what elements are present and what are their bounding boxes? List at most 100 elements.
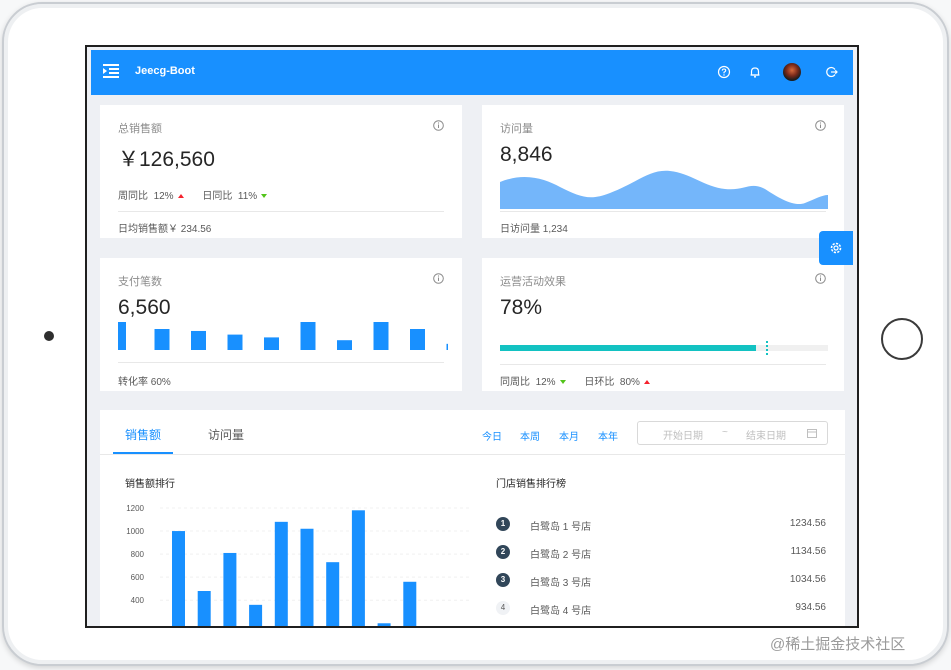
y-tick-label: 800 [131, 550, 145, 559]
start-date-input[interactable]: 开始日期 [663, 431, 703, 442]
mini-bar [191, 330, 206, 350]
mini-bar [410, 329, 425, 350]
camera-dot [44, 331, 54, 341]
date-range-picker[interactable]: 开始日期 ~ 结束日期 [637, 421, 828, 445]
ranking-row: 1 白鹭岛 1 号店 1234.56 [496, 516, 826, 533]
range-year[interactable]: 本年 [598, 432, 618, 443]
divider [118, 211, 444, 212]
sales-bar-chart: 1200 1000 800 600 400 [126, 504, 470, 628]
store-value: 1034.56 [789, 574, 826, 585]
store-name: 白鹭岛 2 号店 [530, 550, 592, 561]
sales-panel: 销售额 访问量 今日 本周 本月 本年 开始日期 ~ 结束日期 销售额排行 门店… [100, 410, 845, 628]
settings-button[interactable] [819, 231, 853, 265]
y-tick-label: 1000 [126, 527, 144, 536]
end-date-input[interactable]: 结束日期 [746, 431, 786, 442]
card-label: 总销售额 [118, 123, 162, 135]
top-bar: Jeecg-Boot [91, 50, 853, 95]
sales-bar[interactable] [249, 604, 263, 628]
mini-bar [373, 322, 389, 350]
gear-icon [830, 242, 842, 254]
sales-bar[interactable] [377, 623, 391, 628]
sales-bar[interactable] [300, 528, 314, 628]
store-value: 1234.56 [789, 518, 826, 529]
sales-bar[interactable] [351, 510, 365, 628]
activity-card: 运营活动效果 78% 同周比 12% 日环比 80% [482, 258, 844, 391]
screen: Jeecg-Boot 总销售额 ￥126,560 周同比 12% 日同比 11%… [85, 45, 859, 628]
info-icon[interactable] [433, 120, 444, 131]
progress-fill [500, 345, 756, 351]
mini-bar [118, 322, 126, 350]
info-icon[interactable] [815, 120, 826, 131]
card-value: 8,846 [500, 143, 553, 166]
day-value: 80% [619, 377, 640, 388]
sales-bar[interactable] [223, 552, 237, 628]
bell-icon[interactable] [748, 65, 762, 79]
sales-bar[interactable] [197, 591, 211, 628]
sales-bar[interactable] [172, 531, 185, 628]
total-sales-card: 总销售额 ￥126,560 周同比 12% 日同比 11% 日均销售额￥ 234… [100, 105, 462, 238]
payments-mini-bar-chart [118, 322, 448, 350]
trend-up-icon [643, 380, 650, 384]
menu-fold-icon[interactable] [103, 64, 119, 78]
card-label: 运营活动效果 [500, 276, 566, 288]
card-footer: 日访问量 1,234 [500, 224, 568, 235]
divider [500, 364, 826, 365]
trend-up-icon [177, 194, 184, 198]
ranking-row: 4 白鹭岛 4 号店 934.56 [496, 600, 826, 617]
rank-number: 1 [496, 517, 510, 531]
tab-visits[interactable]: 访问量 [208, 428, 245, 442]
week-value: 12% [535, 377, 556, 388]
ranking-row: 3 白鹭岛 3 号店 1034.56 [496, 572, 826, 589]
card-footer: 日均销售额￥ 234.56 [118, 224, 212, 235]
card-footer: 转化率 60% [118, 377, 171, 388]
mini-bar [227, 334, 243, 350]
tabs-divider [100, 454, 845, 455]
progress-target-marker [765, 341, 770, 355]
sales-bar[interactable] [326, 562, 340, 628]
sales-bar[interactable] [274, 521, 288, 628]
rank-number: 2 [496, 545, 510, 559]
visits-area [500, 170, 828, 209]
mini-bar [337, 340, 352, 350]
trend-down-icon [261, 194, 268, 198]
help-icon[interactable] [717, 65, 731, 79]
progress-track [500, 341, 828, 355]
week-value: 12% [153, 191, 174, 202]
range-week[interactable]: 本周 [520, 432, 540, 443]
range-month[interactable]: 本月 [559, 432, 579, 443]
app-title: Jeecg-Boot [135, 65, 195, 77]
week-trend: 同周比 12% [500, 377, 566, 388]
range-today[interactable]: 今日 [482, 432, 502, 443]
card-value: 78% [500, 296, 543, 319]
rank-number: 4 [496, 601, 510, 615]
chart-title: 销售额排行 [125, 479, 175, 490]
visits-card: 访问量 8,846 日访问量 1,234 [482, 105, 844, 238]
mini-bar [154, 329, 170, 350]
info-icon[interactable] [433, 273, 444, 284]
mini-bar [300, 322, 316, 350]
y-tick-label: 1200 [126, 504, 144, 513]
store-value: 934.56 [795, 602, 826, 613]
divider [500, 211, 826, 212]
card-value: ￥126,560 [118, 148, 215, 171]
store-value: 1134.56 [790, 546, 826, 557]
visits-area-chart [500, 170, 828, 209]
ranking-row: 2 白鹭岛 2 号店 1134.56 [496, 544, 826, 561]
payments-card: 支付笔数 6,560 转化率 60% [100, 258, 462, 391]
sales-bar[interactable] [403, 581, 417, 628]
watermark: @稀土掘金技术社区 [770, 636, 906, 653]
day-label: 日同比 [202, 191, 233, 202]
card-label: 支付笔数 [118, 276, 162, 288]
home-button[interactable] [881, 318, 923, 360]
day-trend: 日环比 80% [584, 377, 650, 388]
info-icon[interactable] [815, 273, 826, 284]
mini-bar [446, 343, 448, 350]
rank-number: 3 [496, 573, 510, 587]
divider [118, 362, 444, 363]
logout-icon[interactable] [825, 65, 839, 79]
tab-sales[interactable]: 销售额 [125, 428, 162, 442]
trend-row: 周同比 12% 日同比 11% [118, 187, 283, 202]
avatar[interactable] [783, 63, 801, 81]
y-tick-label: 400 [131, 596, 145, 605]
day-label: 日环比 [584, 377, 615, 388]
